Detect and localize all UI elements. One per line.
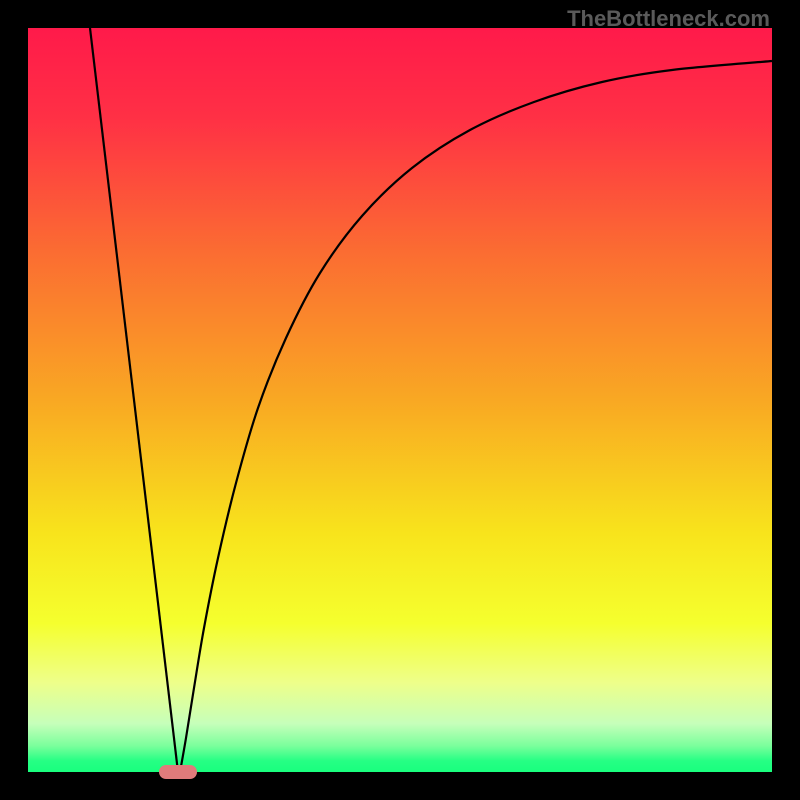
chart-container: TheBottleneck.com (0, 0, 800, 800)
plot-area (28, 28, 772, 772)
curve-left-branch (90, 28, 178, 772)
curve-right-branch (180, 61, 772, 772)
watermark-text: TheBottleneck.com (567, 6, 770, 32)
optimal-marker (159, 765, 197, 779)
bottleneck-curve (28, 28, 772, 772)
